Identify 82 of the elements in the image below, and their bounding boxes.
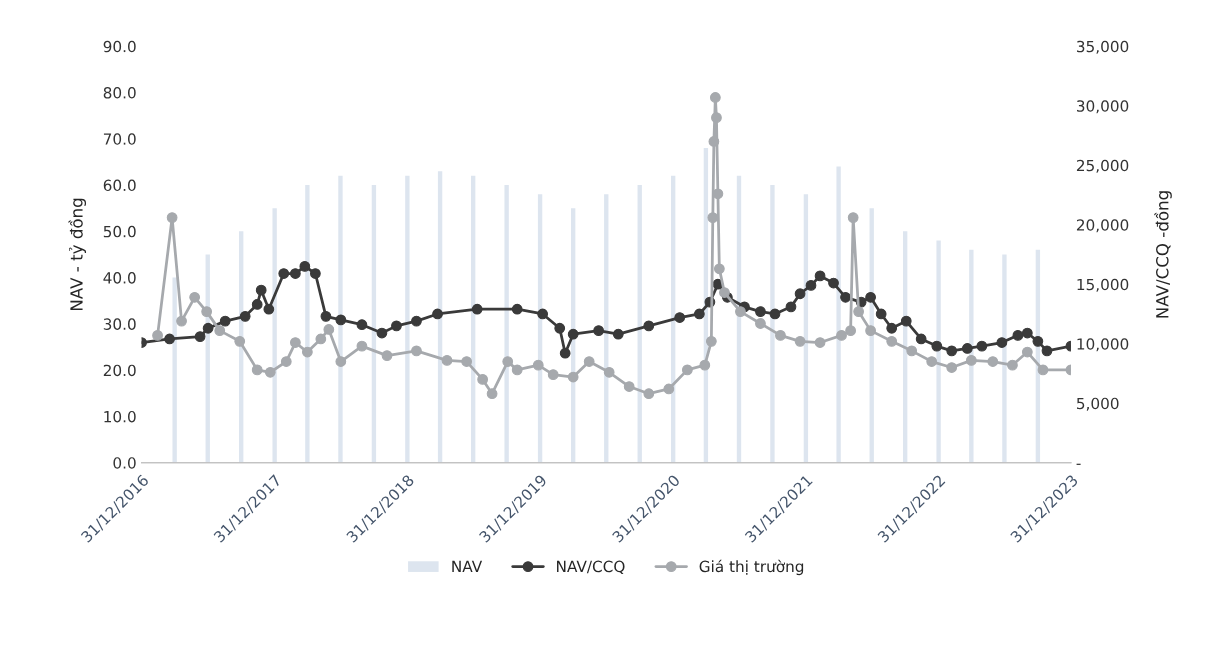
point: [769, 308, 781, 320]
point: [814, 270, 826, 282]
point: [1021, 327, 1033, 339]
bar: [371, 185, 377, 463]
point: [915, 333, 927, 345]
bar: [1002, 254, 1007, 463]
point: [511, 303, 523, 315]
point: [886, 322, 898, 334]
point: [1041, 345, 1053, 357]
legend-label: NAV/CCQ: [557, 560, 625, 574]
point: [471, 303, 483, 315]
point: [251, 299, 263, 310]
y-tick-label: 60.0: [103, 179, 136, 192]
bar: [936, 240, 941, 463]
point: [432, 308, 443, 320]
y-tick-label: 80.0: [103, 87, 136, 99]
point: [785, 301, 797, 313]
point: [309, 268, 321, 279]
y-tick-label: 50.0: [103, 225, 136, 238]
point: [612, 328, 624, 340]
point: [164, 333, 175, 345]
point: [335, 314, 347, 326]
point: [356, 319, 368, 331]
point: [202, 322, 214, 334]
y2-tick-label: 20,000: [1076, 219, 1129, 233]
point: [391, 320, 402, 332]
point: [946, 345, 958, 357]
point: [289, 268, 301, 279]
legend-label: NAV: [452, 560, 483, 572]
point: [931, 340, 943, 352]
point: [194, 331, 206, 342]
point: [996, 337, 1008, 348]
point: [567, 328, 579, 340]
y2-tick-label: 5,000: [1077, 397, 1119, 411]
y-tick-label: 40.0: [103, 272, 136, 284]
bar: [770, 185, 775, 463]
point: [1012, 330, 1024, 341]
point: [537, 308, 549, 320]
point: [219, 315, 231, 327]
y-tick-label: 20.0: [103, 364, 136, 377]
point: [805, 280, 817, 291]
point: [865, 291, 876, 303]
y-tick-label: 10.0: [104, 410, 136, 423]
point: [643, 320, 655, 332]
point: [840, 291, 851, 303]
point: [278, 268, 290, 279]
y2-tick-label: 10,000: [1077, 338, 1129, 352]
point: [239, 310, 251, 322]
point: [559, 347, 571, 359]
point: [794, 288, 806, 300]
legend-label: Giá thị trường: [699, 559, 804, 576]
bar: [637, 185, 642, 463]
y-tick-label: 0.0: [113, 457, 136, 469]
y2-tick-label: 35,000: [1077, 40, 1129, 54]
point: [299, 261, 311, 272]
point: [263, 303, 275, 315]
point: [1032, 335, 1044, 347]
point: [900, 315, 912, 327]
y-tick-label: 30.0: [103, 318, 136, 330]
point: [828, 277, 839, 289]
point: [320, 310, 332, 322]
y2-tick-label: 25,000: [1076, 159, 1129, 173]
point: [755, 306, 766, 317]
point: [255, 284, 267, 296]
point: [554, 322, 566, 334]
y2-tick-label: 15,000: [1077, 278, 1129, 292]
point: [976, 340, 988, 352]
y2-tick-label: -: [1076, 463, 1081, 465]
y-tick-label: 90.0: [103, 40, 136, 53]
point: [411, 315, 422, 327]
bar: [172, 277, 177, 463]
y2-axis-title: NAV/CCQ -đồng: [1154, 191, 1172, 318]
point: [376, 327, 388, 339]
y-axis-title: NAV - tỷ đồng: [68, 198, 87, 311]
point: [961, 343, 973, 354]
point: [693, 308, 705, 320]
point: [674, 312, 686, 323]
point: [875, 308, 887, 320]
y-tick-label: 70.0: [103, 133, 136, 145]
bar: [405, 175, 410, 463]
point: [593, 325, 605, 337]
y2-tick-label: 30,000: [1077, 100, 1129, 114]
